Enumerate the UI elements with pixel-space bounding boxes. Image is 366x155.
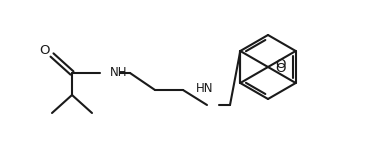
Text: NH: NH xyxy=(110,66,127,80)
Text: HN: HN xyxy=(196,82,214,95)
Text: O: O xyxy=(275,62,285,75)
Text: O: O xyxy=(275,58,285,71)
Text: O: O xyxy=(40,44,50,57)
